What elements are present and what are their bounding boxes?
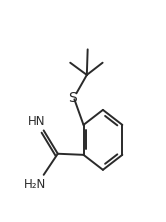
Text: S: S — [68, 91, 77, 105]
Text: HN: HN — [28, 115, 46, 128]
Text: H₂N: H₂N — [24, 178, 46, 191]
